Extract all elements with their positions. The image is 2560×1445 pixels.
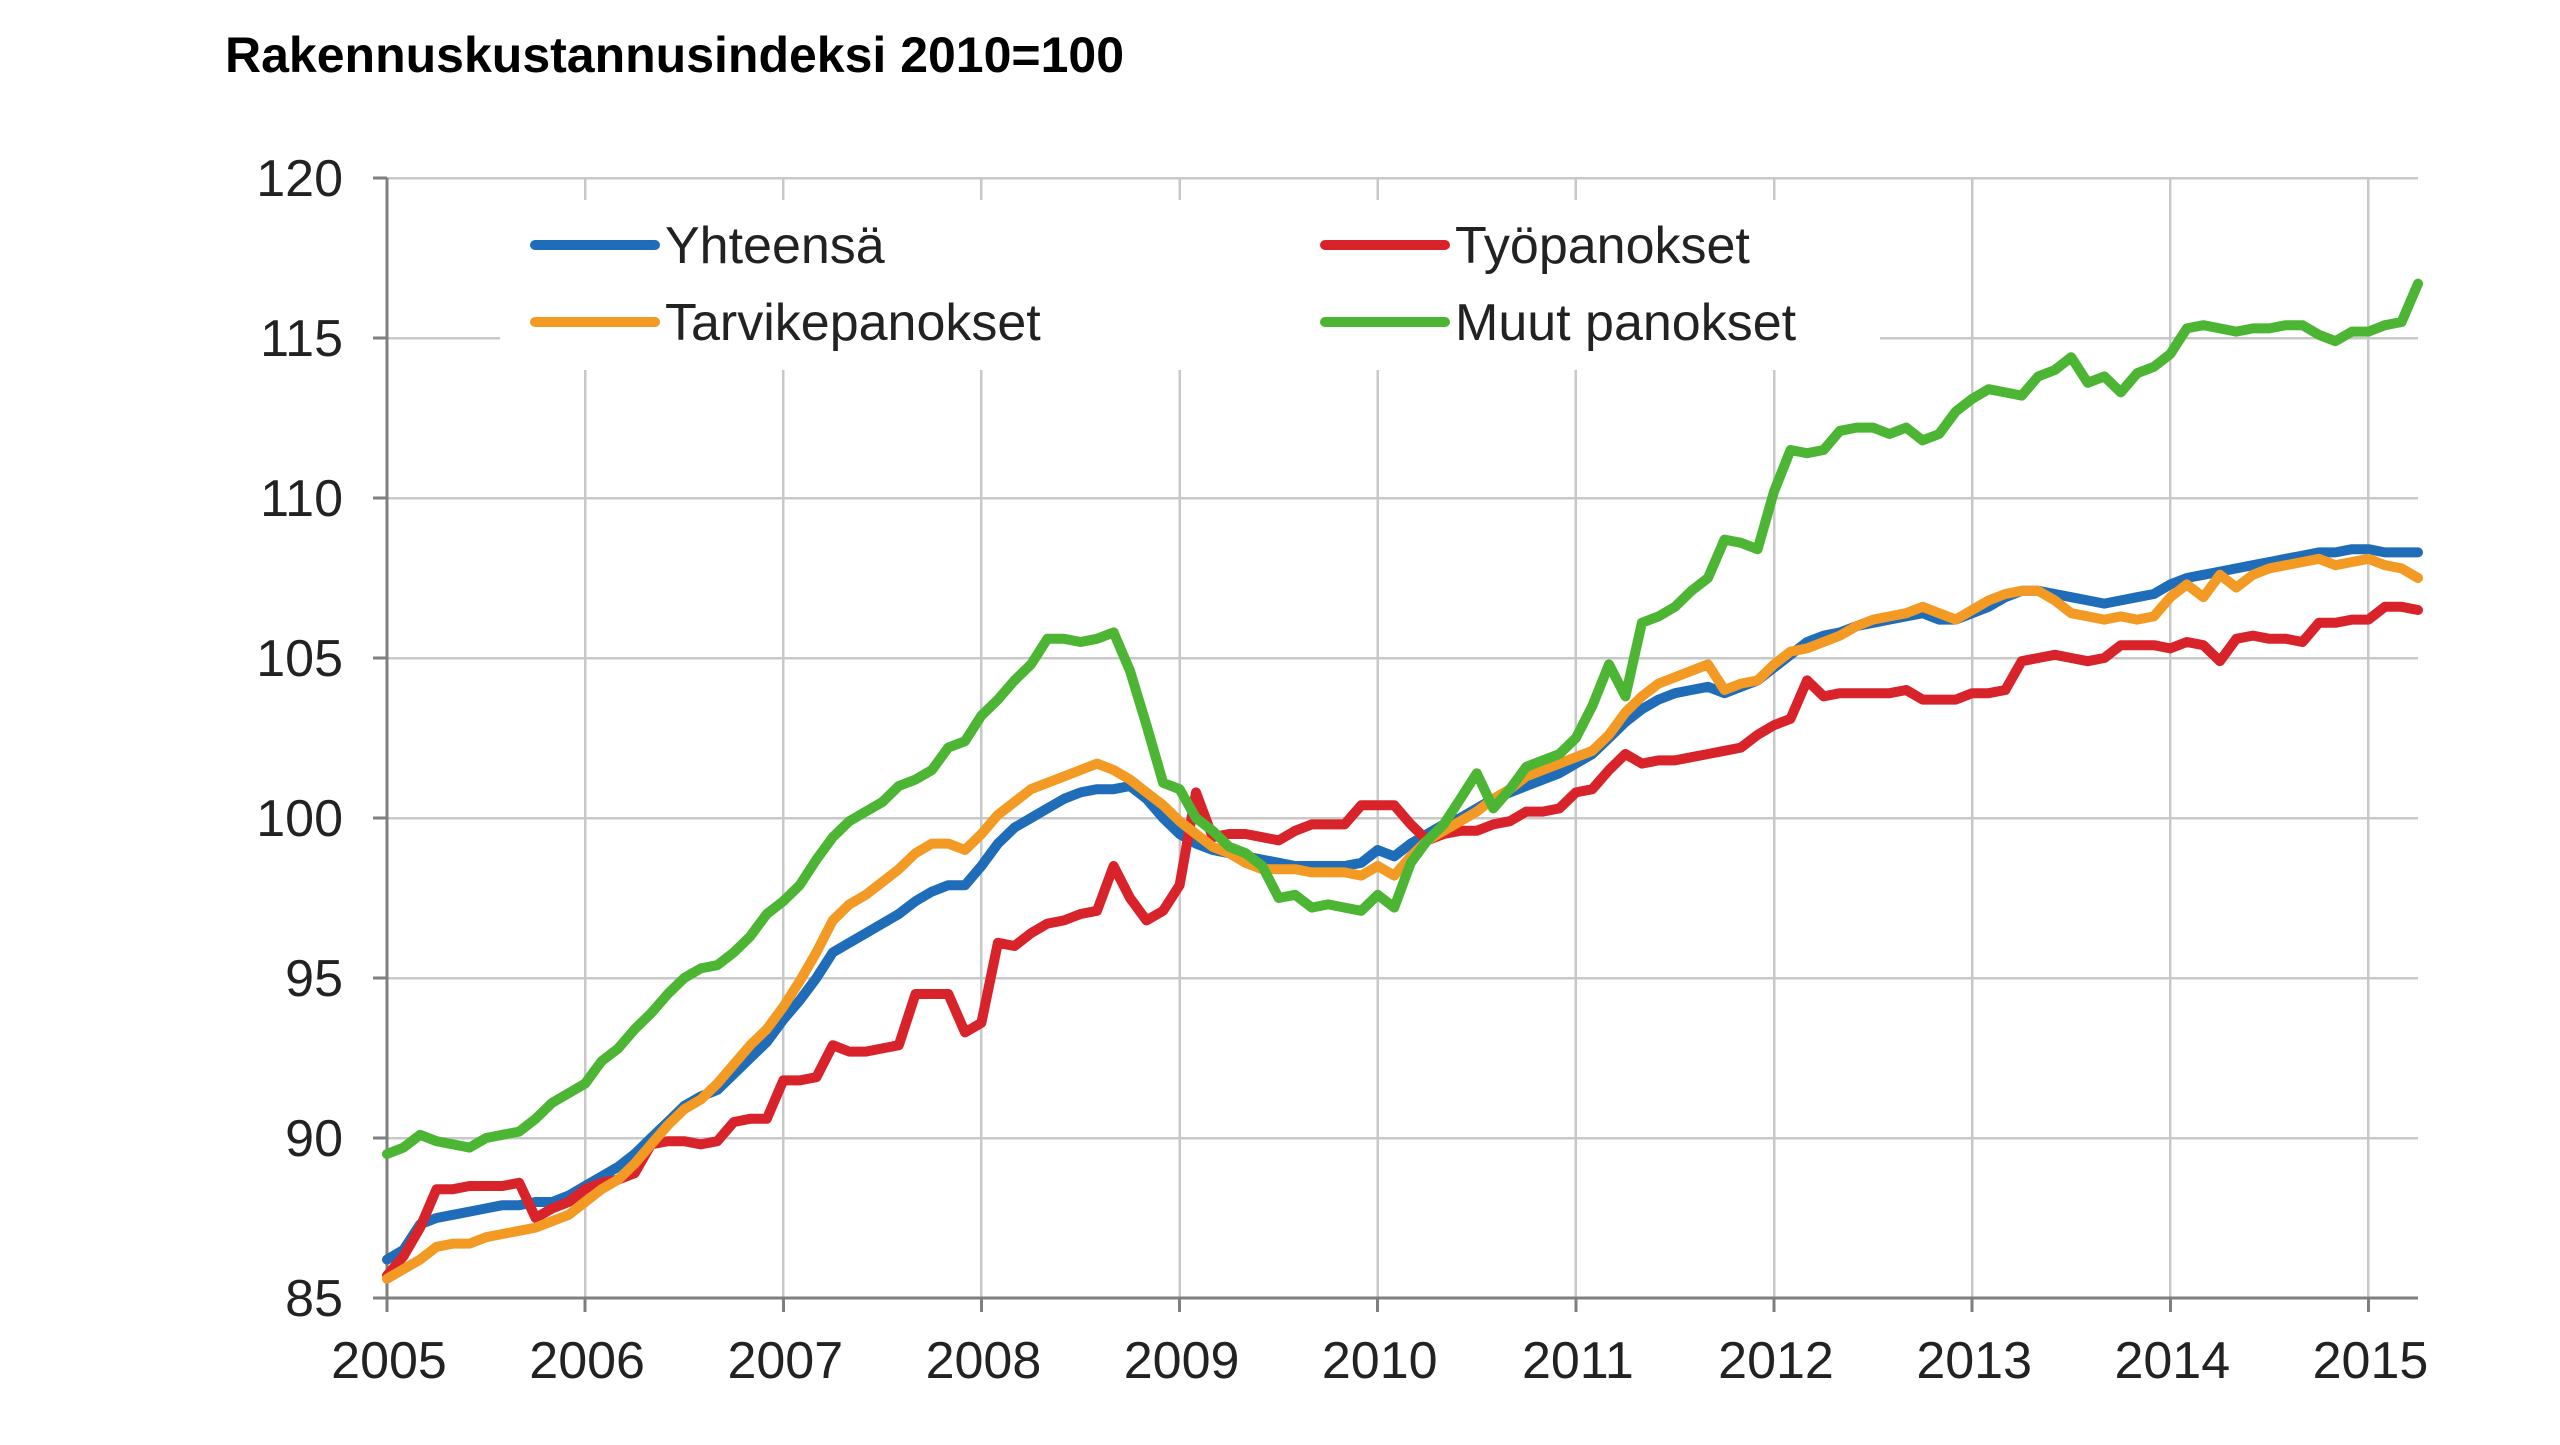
series-line-4 [382,278,2423,1159]
x-axis-ticks: 2005 2006 2007 2008 2009 2010 2011 2012 2013 2014… [331,1298,2428,1390]
y-axis-ticks: 85 90 95 100 105 110 115 120 [256,150,387,1328]
legend-label: Tarvikepanokset [665,294,1041,352]
y-tick-label: 110 [260,470,343,528]
legend-item: Tarvikepanokset [530,294,1041,352]
y-tick-label: 120 [256,150,343,208]
legend-label: Työpanokset [1455,217,1750,275]
y-tick-label: 105 [256,630,343,688]
x-tick-label: 2006 [529,1332,645,1390]
y-tick-label: 115 [260,310,343,368]
legend-background [500,200,1880,370]
x-tick-label: 2011 [1522,1332,1634,1390]
legend-label: Yhteensä [665,217,885,275]
series-line-1 [382,544,2423,1265]
y-tick-label: 85 [285,1270,343,1328]
y-tick-label: 95 [285,950,343,1008]
legend: Yhteensä Työpanokset Tarvikepanokset Muut p… [500,200,1880,370]
series-lines [382,278,2423,1284]
x-tick-label: 2005 [331,1332,447,1390]
y-tick-label: 90 [285,1110,343,1168]
axes [385,178,2418,1300]
x-tick-label: 2013 [1916,1332,2032,1390]
legend-item: Yhteensä [530,217,885,275]
x-tick-label: 2008 [926,1332,1042,1390]
chart-title: Rakennuskustannusindeksi 2010=100 [225,27,1124,83]
legend-item: Muut panokset [1320,294,1797,352]
x-tick-label: 2009 [1124,1332,1240,1390]
x-tick-label: 2012 [1718,1332,1834,1390]
series-line-2 [382,601,2423,1281]
series-line-3 [382,553,2423,1284]
x-tick-label: 2014 [2114,1332,2230,1390]
legend-item: Työpanokset [1320,217,1750,275]
x-tick-label: 2015 [2313,1332,2429,1390]
y-tick-label: 100 [256,790,343,848]
x-tick-label: 2007 [727,1332,843,1390]
x-tick-label: 2010 [1322,1332,1438,1390]
legend-label: Muut panokset [1455,294,1797,352]
